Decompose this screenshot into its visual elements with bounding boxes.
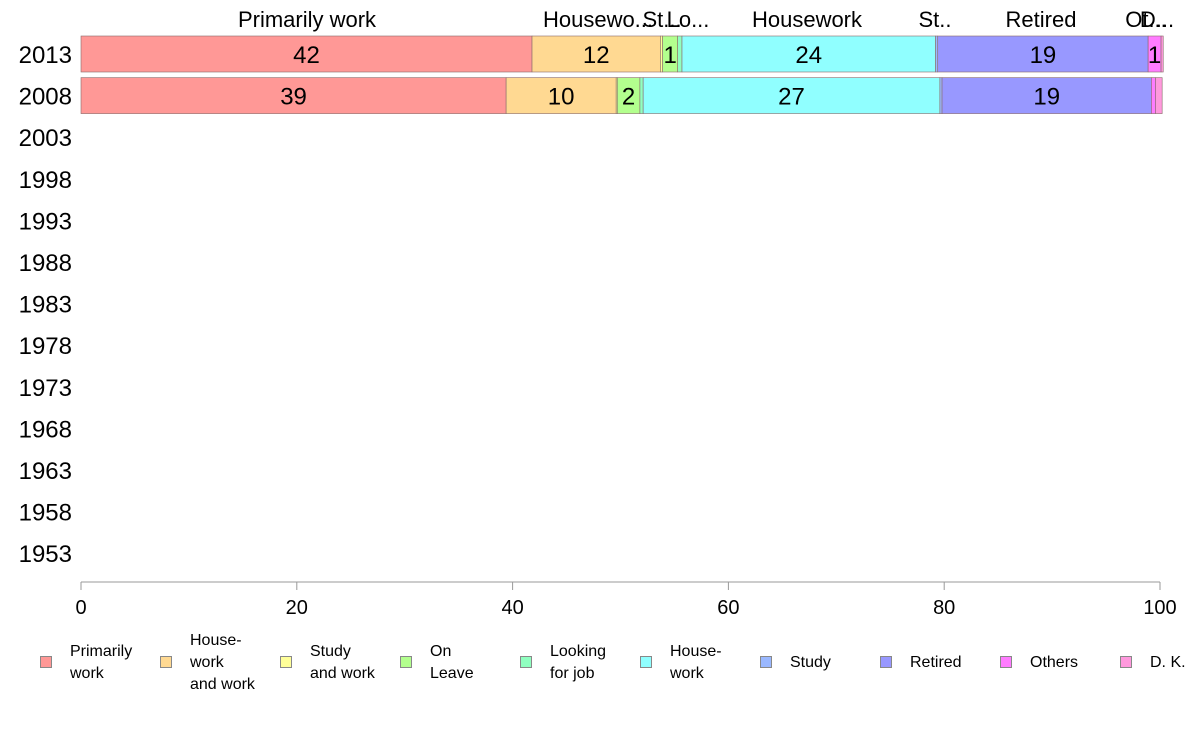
bar-segment (937, 35, 1149, 73)
legend-label: House- work (670, 643, 722, 682)
y-tick-label: 1963 (19, 458, 72, 485)
y-axis-labels: 2013 2008 2003 1998 1993 1988 1983 1978 1973 1968… (19, 42, 72, 568)
x-tick-label: 40 (501, 597, 523, 619)
top-labels: Primarily work Housewo...St...Lo... Housew… (238, 7, 1174, 32)
y-tick-label: 2003 (19, 125, 72, 152)
bar-segment (681, 35, 936, 73)
bar-segment (1151, 77, 1156, 114)
legend-label: Others (1030, 654, 1079, 671)
legend-item: D. K. (1120, 630, 1186, 674)
legend-swatch (760, 656, 772, 668)
legend-swatch (640, 656, 652, 668)
stacked-bar-chart: Primarily work Housewo...St...Lo... Housew… (19, 7, 1177, 619)
legend-item: House- work and work (160, 630, 255, 696)
segment-header-label: Retired (1006, 7, 1077, 32)
y-tick-label: 2013 (19, 42, 72, 69)
legend-item: Looking for job (520, 630, 606, 685)
data-label: 12 (583, 42, 610, 69)
bar-segment (80, 77, 507, 114)
bar-segment (639, 77, 644, 114)
legend-item: Retired (880, 630, 962, 674)
x-axis: 0 20 40 60 80 100 (75, 581, 1177, 619)
bar-segment (935, 35, 939, 73)
bar-segment (939, 77, 943, 114)
x-tick-label: 20 (286, 597, 308, 619)
data-label: 27 (778, 84, 805, 111)
legend-item: Study (760, 630, 831, 674)
y-tick-label: 1988 (19, 250, 72, 277)
y-tick-label: 1958 (19, 500, 72, 527)
y-tick-label: 1978 (19, 333, 72, 360)
segment-header-label: St.. (918, 7, 951, 32)
legend-label: Study (790, 654, 831, 671)
data-label: 2 (622, 84, 635, 111)
segment-header-label: St... (642, 7, 681, 32)
data-label: 1 (1148, 42, 1161, 69)
data-label: 39 (280, 84, 307, 111)
data-label: 42 (293, 42, 320, 69)
y-tick-label: 1993 (19, 208, 72, 235)
bar-segment (1155, 77, 1163, 114)
bar-segment (677, 35, 683, 73)
legend-swatch (160, 656, 172, 668)
legend-label: Retired (910, 654, 962, 671)
data-label: 24 (795, 42, 822, 69)
segment-header-label: D... (1140, 7, 1174, 32)
x-tick-label: 100 (1143, 597, 1176, 619)
legend-label: Study and work (310, 643, 375, 682)
legend-swatch (520, 656, 532, 668)
segment-header-label: Ot... (1125, 7, 1167, 32)
y-tick-label: 1968 (19, 416, 72, 443)
legend-label: On Leave (430, 643, 474, 682)
bars: 42 12 1 24 19 1 39 10 2 27 19 (80, 35, 1164, 114)
bar-segment (642, 77, 941, 114)
y-tick-label: 1998 (19, 167, 72, 194)
legend-label: Looking for job (550, 643, 607, 682)
segment-header-label: Primarily work (238, 7, 377, 32)
legend-swatch (1000, 656, 1012, 668)
legend-label: D. K. (1150, 654, 1186, 671)
legend-swatch (1120, 656, 1132, 668)
legend-swatch (880, 656, 892, 668)
y-tick-label: 1983 (19, 292, 72, 319)
bar-segment (660, 35, 663, 73)
legend-label: Primarily work (70, 643, 133, 682)
legend-swatch (400, 656, 412, 668)
legend-item: Primarily work (40, 630, 132, 685)
data-label: 10 (548, 84, 575, 111)
segment-header-label: Lo... (667, 7, 710, 32)
legend-label: House- work and work (190, 632, 255, 693)
x-tick-label: 0 (75, 597, 86, 619)
legend-swatch (280, 656, 292, 668)
legend-item: Study and work (280, 630, 375, 685)
legend-swatch (40, 656, 52, 668)
segment-header-label: Housework (752, 7, 863, 32)
bar-segment (505, 77, 617, 114)
legend-item: House- work (640, 630, 722, 685)
y-tick-label: 1953 (19, 541, 72, 568)
bar-segment (1160, 35, 1164, 73)
x-tick-label: 80 (933, 597, 955, 619)
x-tick-label: 60 (717, 597, 739, 619)
segment-header-label: Housewo... (543, 7, 653, 32)
data-label: 1 (663, 42, 676, 69)
legend: Primarily work House- work and work Study … (0, 630, 1188, 700)
legend-item: Others (1000, 630, 1078, 674)
y-tick-label: 2008 (19, 84, 72, 111)
data-label: 19 (1033, 84, 1060, 111)
legend-item: On Leave (400, 630, 474, 685)
data-label: 19 (1030, 42, 1057, 69)
y-tick-label: 1973 (19, 375, 72, 402)
bar-segment (80, 35, 533, 73)
